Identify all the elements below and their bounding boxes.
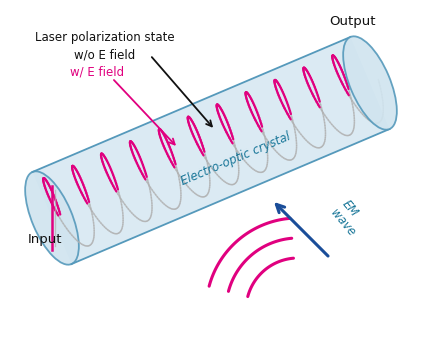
Text: Electro-optic crystal: Electro-optic crystal	[179, 129, 293, 188]
Text: w/ E field: w/ E field	[70, 66, 124, 78]
Text: Output: Output	[329, 16, 375, 28]
Text: Laser polarization state: Laser polarization state	[35, 31, 175, 45]
Text: Input: Input	[28, 234, 63, 246]
Ellipse shape	[25, 171, 79, 265]
Ellipse shape	[343, 36, 397, 130]
Text: w/o E field: w/o E field	[74, 48, 136, 62]
Text: EM
wave: EM wave	[328, 197, 370, 239]
Polygon shape	[32, 37, 389, 264]
